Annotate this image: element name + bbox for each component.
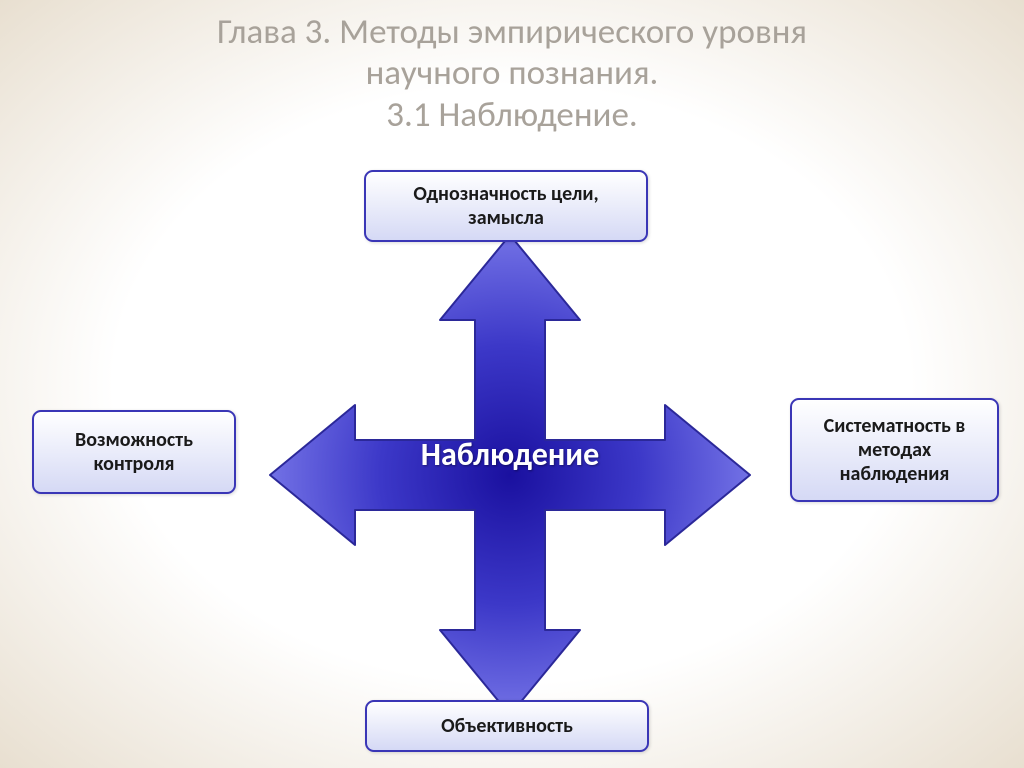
box-left-line2: контроля — [94, 452, 175, 476]
box-bottom-line1: Объективность — [441, 714, 573, 738]
box-left-line1: Возможность — [75, 428, 193, 452]
page-title: Глава 3. Методы эмпирического уровня нау… — [0, 12, 1024, 136]
box-top-line2: замысла — [468, 206, 544, 230]
arrow-cross-icon — [260, 225, 760, 725]
title-line-3: 3.1 Наблюдение. — [386, 94, 637, 136]
title-line-2: научного познания. — [366, 52, 659, 94]
box-bottom: Объективность — [365, 700, 649, 752]
box-right-line3: наблюдения — [840, 462, 950, 486]
box-left: Возможность контроля — [32, 410, 236, 494]
box-right: Систематность в методах наблюдения — [790, 398, 999, 502]
box-right-line1: Систематность в — [824, 414, 966, 438]
box-top-line1: Однозначность цели, — [413, 182, 598, 206]
box-right-line2: методах — [858, 438, 931, 462]
slide: Глава 3. Методы эмпирического уровня нау… — [0, 0, 1024, 768]
title-line-1: Глава 3. Методы эмпирического уровня — [217, 11, 807, 53]
box-top: Однозначность цели, замысла — [364, 170, 648, 242]
